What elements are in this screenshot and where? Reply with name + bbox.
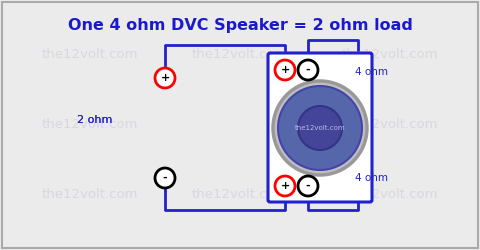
Circle shape — [298, 60, 318, 80]
FancyBboxPatch shape — [268, 53, 372, 202]
Circle shape — [273, 81, 367, 175]
Text: the12volt.com: the12volt.com — [42, 118, 138, 132]
Text: -: - — [306, 65, 310, 75]
Circle shape — [155, 68, 175, 88]
Text: -: - — [163, 173, 168, 183]
Text: the12volt.com: the12volt.com — [192, 48, 288, 62]
Text: the12volt.com: the12volt.com — [192, 188, 288, 202]
Text: One 4 ohm DVC Speaker = 2 ohm load: One 4 ohm DVC Speaker = 2 ohm load — [68, 18, 412, 33]
Circle shape — [275, 176, 295, 196]
Text: the12volt.com: the12volt.com — [42, 48, 138, 62]
Circle shape — [298, 106, 342, 150]
Text: +: + — [280, 181, 289, 191]
Circle shape — [155, 168, 175, 188]
Text: 4 ohm: 4 ohm — [355, 67, 388, 77]
Circle shape — [278, 86, 362, 170]
Text: -: - — [306, 181, 310, 191]
Text: 2 ohm: 2 ohm — [77, 115, 113, 125]
Text: the12volt.com: the12volt.com — [342, 118, 438, 132]
Text: the12volt.com: the12volt.com — [42, 188, 138, 202]
Text: +: + — [160, 73, 169, 83]
Text: the12volt.com: the12volt.com — [342, 48, 438, 62]
Text: 2 ohm: 2 ohm — [77, 115, 113, 125]
Text: +: + — [280, 65, 289, 75]
Text: the12volt.com: the12volt.com — [342, 188, 438, 202]
Text: 4 ohm: 4 ohm — [355, 173, 388, 183]
Circle shape — [298, 176, 318, 196]
Text: the12volt.com: the12volt.com — [295, 125, 345, 131]
Circle shape — [275, 60, 295, 80]
